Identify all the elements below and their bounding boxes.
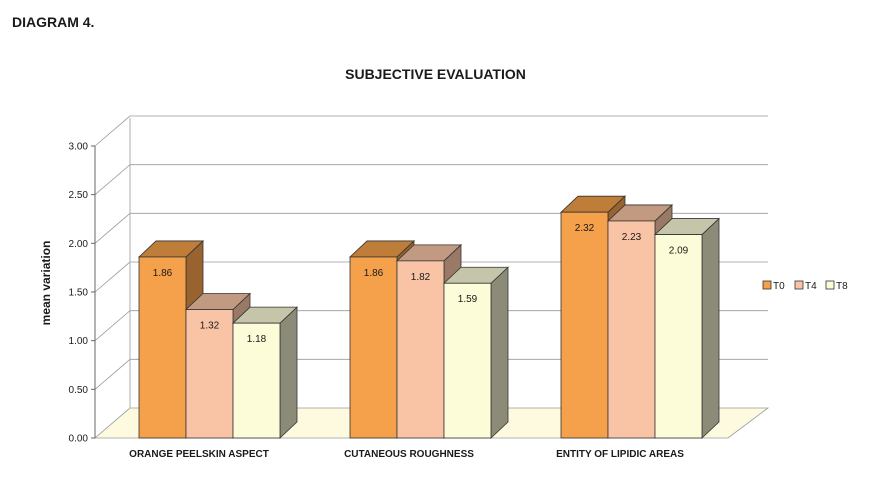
- bar-front: [443, 282, 492, 439]
- y-tick-label: 2.00: [69, 239, 89, 250]
- legend-swatch-t4: [794, 280, 804, 290]
- data-label: 1.32: [200, 321, 220, 332]
- y-axis-label: mean variation: [39, 241, 53, 326]
- data-label: 2.09: [669, 246, 689, 257]
- legend: T0 T4 T8: [762, 280, 848, 292]
- bar-front: [654, 234, 703, 439]
- category-label: ORANGE PEELSKIN ASPECT: [129, 449, 269, 460]
- bar-t8-2: 1.59: [442, 266, 510, 439]
- data-label: 1.86: [364, 268, 384, 279]
- chart-title: SUBJECTIVE EVALUATION: [345, 66, 526, 82]
- data-label: 1.59: [458, 294, 478, 305]
- bar-t8-1: 1.18: [231, 306, 299, 439]
- bar-front: [232, 322, 281, 439]
- y-tick-label: 2.50: [69, 190, 89, 201]
- legend-label-t0: T0: [773, 281, 785, 292]
- category-labels: ORANGE PEELSKIN ASPECT CUTANEOUS ROUGHNES…: [129, 449, 684, 460]
- bars: 1.86 1.32 1.18 1.86 1.82 1.59 2.32 2.23 2.09: [137, 195, 721, 439]
- y-tick-label: 3.00: [69, 142, 89, 153]
- bar-t8-3: 2.09: [653, 217, 721, 439]
- y-ticks: 0.00 0.50 1.00 1.50 2.00 2.50 3.00: [69, 142, 95, 445]
- y-tick-label: 0.00: [69, 434, 89, 445]
- bar-side: [490, 266, 509, 439]
- bar-front: [185, 309, 234, 439]
- data-label: 2.32: [575, 223, 595, 234]
- bar-front: [560, 211, 609, 439]
- legend-label-t4: T4: [805, 281, 817, 292]
- bar-front: [396, 260, 445, 439]
- legend-swatch-t0: [762, 280, 772, 290]
- y-tick-label: 1.00: [69, 336, 89, 347]
- bar-front: [349, 256, 398, 439]
- bar-side: [279, 306, 298, 439]
- bar-front: [607, 220, 656, 439]
- legend-label-t8: T8: [836, 281, 848, 292]
- bar-side: [701, 217, 720, 439]
- data-label: 1.86: [153, 268, 173, 279]
- y-tick-label: 1.50: [69, 288, 89, 299]
- data-label: 1.18: [247, 334, 267, 345]
- gridline: [94, 115, 768, 147]
- bar-front: [138, 256, 187, 439]
- category-label: CUTANEOUS ROUGHNESS: [344, 449, 474, 460]
- y-tick-label: 0.50: [69, 385, 89, 396]
- diagram-label: DIAGRAM 4.: [12, 14, 95, 30]
- data-label: 2.23: [622, 232, 642, 243]
- category-label: ENTITY OF LIPIDIC AREAS: [556, 449, 684, 460]
- legend-swatch-t8: [825, 280, 835, 290]
- data-label: 1.82: [411, 272, 431, 283]
